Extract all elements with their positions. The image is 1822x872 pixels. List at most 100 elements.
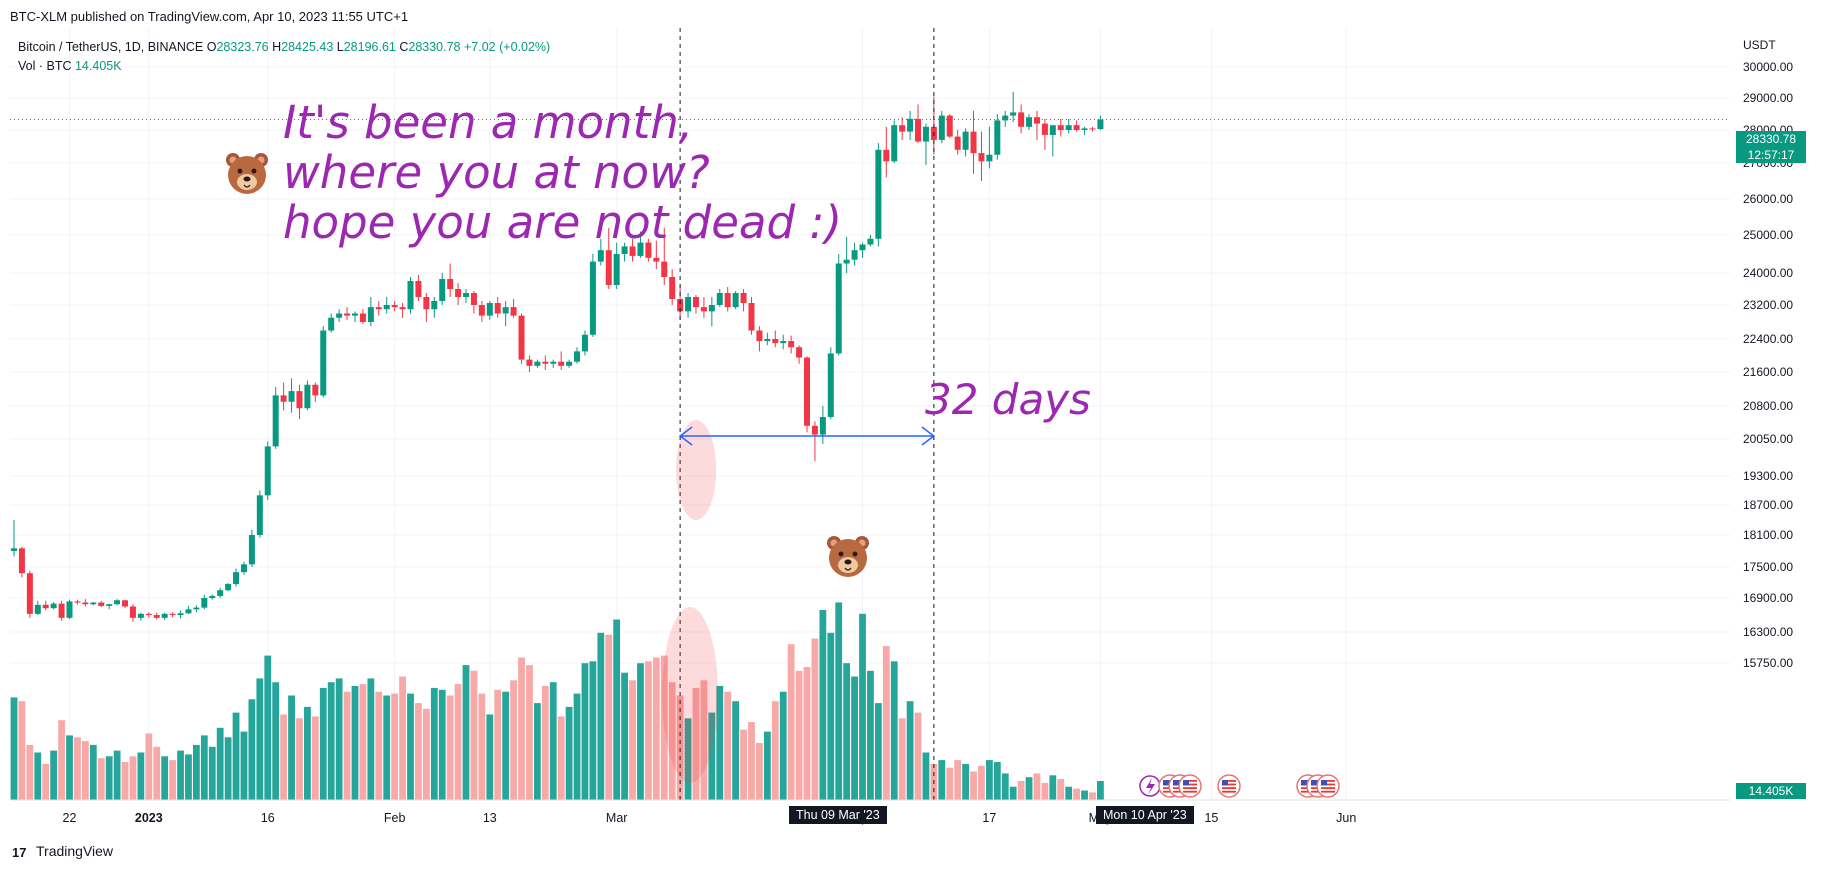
volume-bar (652, 657, 660, 800)
volume-bar (708, 712, 716, 800)
candle-body (653, 257, 660, 262)
bear-eye (852, 551, 858, 557)
volume-bar (533, 703, 541, 800)
axes: USDT30000.0029000.0028000.0027000.002600… (10, 38, 1793, 825)
volume-bar (835, 602, 843, 800)
volume-bar (192, 744, 200, 800)
candle-body (137, 613, 144, 618)
flag-canton (1321, 780, 1327, 786)
volume-bar (970, 771, 977, 800)
volume-bar (383, 695, 391, 800)
candle-body (804, 357, 810, 426)
x-tick-label: Jun (1336, 811, 1356, 825)
volume-bar (763, 731, 771, 800)
volume-bar (756, 743, 763, 800)
candle-body (962, 131, 969, 150)
volume-bar (430, 687, 438, 800)
volume-bar (343, 691, 351, 800)
volume-bar (248, 699, 256, 800)
close-value: 28330.78 (408, 40, 461, 54)
candle-body (34, 604, 41, 614)
us-flag-event-icon (1217, 774, 1241, 798)
us-flag-event-icon (1316, 774, 1340, 798)
candle-body (574, 351, 581, 362)
volume-bar (771, 701, 779, 800)
lightning-bolt (1146, 778, 1155, 795)
flag-stripe (1222, 790, 1236, 793)
volume-bar (985, 760, 993, 800)
flag-stripe (1222, 783, 1236, 786)
volume-bar (740, 729, 747, 800)
bear-face-icon (827, 536, 869, 577)
volume-bar (803, 667, 811, 800)
candle-body (423, 297, 430, 310)
volume-bar (1057, 779, 1065, 800)
bear-mouth (243, 184, 251, 188)
candle-body (272, 395, 279, 447)
candle-body (978, 153, 985, 162)
arrow-head-left (678, 426, 693, 446)
flag-stripe (1222, 787, 1236, 789)
x-tick-label: Mar (606, 811, 628, 825)
symbol-legend: Bitcoin / TetherUS, 1D, BINANCE O28323.7… (18, 40, 550, 54)
candle-body (114, 600, 121, 605)
candle-body (26, 573, 33, 614)
volume-bar (311, 716, 319, 800)
candle-body (455, 289, 462, 297)
flag-canton (1163, 780, 1169, 786)
volume-bar (153, 746, 161, 800)
candle-body (883, 149, 890, 162)
x-tick-label: 16 (261, 811, 275, 825)
date-tag-end: Mon 10 Apr '23 (1096, 806, 1194, 824)
candle-body (716, 293, 723, 305)
candle-body (692, 297, 699, 308)
candle-body (986, 154, 993, 162)
volume-bar (50, 750, 58, 800)
flag-stripe (1321, 780, 1335, 782)
candle-body (645, 242, 652, 258)
candle-body (367, 307, 374, 322)
volume-bar (1073, 788, 1081, 800)
volume-bar (121, 762, 129, 800)
candle-body (320, 330, 327, 396)
candle-body (740, 293, 747, 303)
candle-body (621, 246, 628, 254)
candle-body (922, 126, 929, 142)
candle-body (1097, 119, 1104, 130)
volume-bar (922, 752, 930, 800)
volume-bar (66, 735, 73, 800)
volume-bar (581, 663, 589, 800)
volume-bar (399, 676, 406, 800)
candle-body (1057, 125, 1064, 130)
candle-body (677, 299, 684, 312)
candle-body (391, 305, 398, 308)
candle-body (439, 279, 446, 301)
annotation-line: hope you are not dead :) (283, 196, 843, 249)
y-tick-label: 29000.00 (1743, 91, 1793, 105)
last-price-tag: 28330.78 12:57:17 (1736, 131, 1806, 163)
overlays (10, 28, 1730, 800)
volume-bar (660, 655, 668, 800)
candle-body (946, 115, 953, 137)
candle-body (161, 613, 168, 618)
candle-body (835, 263, 842, 354)
candle-body (256, 495, 263, 535)
y-tick-label: 20050.00 (1743, 432, 1793, 446)
candle-body (66, 601, 73, 618)
volume-bar (1065, 786, 1073, 800)
volume-bar (470, 670, 478, 800)
flag-stripe (1183, 787, 1197, 789)
volume-bar (1081, 790, 1088, 800)
candle-body (264, 446, 271, 496)
volume-bar (549, 682, 557, 800)
volume-bar (978, 765, 985, 800)
volume-bar (200, 735, 208, 800)
y-tick-label: 16900.00 (1743, 591, 1793, 605)
volume-bar (906, 701, 914, 800)
candle-body (240, 564, 247, 573)
volume-bar (1025, 777, 1033, 800)
bear-eye (237, 168, 243, 174)
volume-bar (676, 695, 684, 800)
candle-body (891, 125, 898, 162)
